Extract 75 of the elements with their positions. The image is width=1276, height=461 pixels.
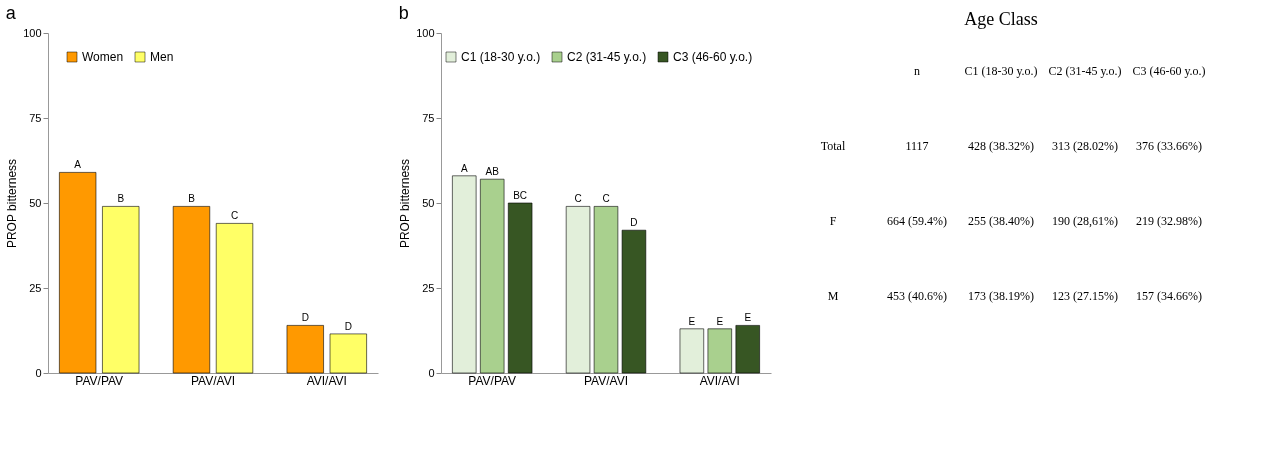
legend-label: C1 (18-30 y.o.): [461, 50, 541, 64]
data-label: B: [188, 193, 196, 205]
data-label: B: [117, 193, 125, 205]
y-tick-label: 50: [29, 196, 42, 209]
x-tick-label: AVI/AVI: [699, 373, 740, 388]
data-label: A: [74, 159, 82, 171]
chart-title: a: [5, 3, 17, 23]
bar: [215, 223, 254, 374]
text: C2 (31-45 y.o.): [1048, 63, 1122, 78]
text: 376 (33.66%): [1136, 138, 1202, 153]
data-label: BC: [513, 190, 528, 201]
y-tick-label: 0: [428, 366, 435, 379]
text: 173 (38.19%): [968, 288, 1034, 303]
chart-title: b: [398, 3, 409, 23]
y-axis-title: PROP bitterness: [5, 158, 20, 249]
x-tick-label: PAV/AVI: [583, 373, 629, 388]
y-tick-label: 75: [29, 111, 42, 124]
text: n: [914, 63, 920, 78]
text: 255 (38.40%): [968, 213, 1034, 228]
text: 157 (34.66%): [1136, 288, 1202, 303]
text: C1 (18-30 y.o.): [964, 63, 1038, 78]
data-label: E: [716, 315, 724, 327]
bar: [621, 229, 647, 374]
legend-label: C3 (46-60 y.o.): [673, 50, 753, 64]
text: Age Class: [964, 9, 1038, 29]
y-tick-label: 0: [35, 366, 42, 379]
bar: [172, 206, 211, 374]
x-tick-label: PAV/AVI: [190, 373, 236, 388]
data-label: D: [301, 312, 309, 324]
data-label: A: [460, 162, 468, 174]
text: 1117: [905, 138, 929, 153]
y-axis-title: PROP bitterness: [398, 158, 413, 249]
text: F: [829, 213, 837, 228]
y-tick-label: 75: [422, 111, 435, 124]
y-tick-label: 50: [422, 196, 435, 209]
x-tick-label: PAV/PAV: [468, 373, 517, 388]
bar: [565, 206, 591, 374]
y-tick-label: 25: [422, 281, 435, 294]
bar: [59, 172, 97, 374]
bar: [507, 202, 533, 374]
text: 190 (28,61%): [1052, 213, 1118, 228]
text: 428 (38.32%): [968, 138, 1034, 153]
data-label: D: [630, 217, 638, 229]
text: 453 (40.6%): [887, 288, 947, 303]
text: C3 (46-60 y.o.): [1132, 63, 1206, 78]
bar: [286, 325, 324, 374]
bar: [707, 328, 732, 374]
data-label: AB: [485, 166, 500, 178]
bar: [102, 206, 140, 374]
bar: [452, 175, 477, 374]
data-label: E: [688, 315, 696, 327]
data-label: D: [344, 320, 352, 332]
data-label: C: [574, 193, 582, 205]
legend-label: Women: [82, 50, 124, 64]
text: M: [827, 288, 839, 303]
text: 123 (27.15%): [1052, 288, 1118, 303]
text: Total: [820, 138, 846, 153]
bar: [329, 333, 367, 374]
bar: [593, 206, 619, 374]
legend-label: C2 (31-45 y.o.): [567, 50, 647, 64]
text: 664 (59.4%): [887, 213, 947, 228]
x-tick-label: AVI/AVI: [306, 373, 347, 388]
y-tick-label: 100: [416, 26, 435, 39]
legend-label: Men: [150, 50, 174, 64]
y-tick-label: 25: [29, 281, 42, 294]
text: 313 (28.02%): [1052, 138, 1118, 153]
bar: [735, 325, 760, 374]
bar: [480, 178, 505, 374]
x-tick-label: PAV/PAV: [75, 373, 124, 388]
y-tick-label: 100: [23, 26, 42, 39]
data-label: C: [230, 210, 239, 222]
text: 219 (32.98%): [1136, 213, 1202, 228]
data-label: E: [744, 312, 752, 324]
data-label: C: [602, 193, 610, 205]
bar: [679, 328, 705, 374]
